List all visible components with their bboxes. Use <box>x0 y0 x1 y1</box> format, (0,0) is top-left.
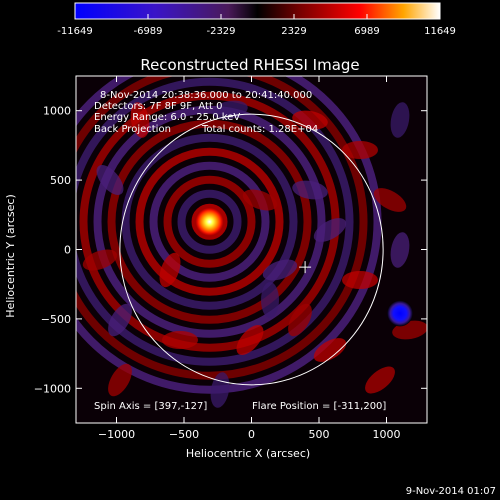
texture-blob <box>390 232 410 268</box>
y-tick-label: 0 <box>64 244 71 257</box>
colorbar-tick-label: 2329 <box>281 26 306 37</box>
x-tick-label: 500 <box>309 428 330 441</box>
texture-blob <box>210 372 230 408</box>
texture-blob <box>162 331 198 349</box>
colorbar-tick-label: -2329 <box>206 26 235 37</box>
axes: −1000 −500 0 500 1000 −1000 −500 0 500 1000 <box>34 76 427 441</box>
plot-area: −1000 −500 0 500 1000 −1000 −500 0 500 1000 <box>34 75 428 441</box>
ripple-ring <box>93 105 326 338</box>
reconstructed-image <box>76 76 427 408</box>
solar-limb <box>119 113 384 386</box>
flare-source-positive <box>195 207 224 236</box>
annotation-counts: Total counts: 1.28E+04 <box>201 124 318 135</box>
texture-blob <box>236 325 264 355</box>
chart-title: Reconstructed RHESSI Image <box>140 56 359 74</box>
colorbar: -11649 -6989 -2329 2329 6989 11649 <box>57 2 456 37</box>
ripple-ring <box>135 147 284 296</box>
annotation-flare-position: Flare Position = [-311,200] <box>252 401 386 412</box>
colorbar-tick-label: 11649 <box>424 26 456 37</box>
colorbar-ticks: -11649 -6989 -2329 2329 6989 11649 <box>57 14 456 37</box>
texture-blob <box>342 141 378 159</box>
texture-blob <box>373 188 407 212</box>
texture-blob <box>313 218 347 242</box>
colorbar-tick-label: -6989 <box>133 26 162 37</box>
ripple-ring <box>107 119 312 324</box>
texture-blob <box>108 303 132 337</box>
texture-blob <box>96 165 124 195</box>
colorbar-gradient <box>74 2 441 20</box>
texture-blob <box>390 102 410 138</box>
ripple-ring <box>76 76 368 380</box>
texture-blob <box>365 366 395 394</box>
ripple-ring <box>76 76 382 394</box>
y-tick-label: −500 <box>41 313 71 326</box>
annotation-method: Back Projection <box>94 124 171 135</box>
y-tick-label: 1000 <box>43 105 71 118</box>
x-axis-label: Heliocentric X (arcsec) <box>186 447 310 460</box>
texture-blob <box>130 102 150 138</box>
x-tick-label: 1000 <box>373 428 401 441</box>
annotation-detectors: Detectors: 7F 8F 9F, Att 0 <box>94 101 222 112</box>
ripple-ring <box>163 175 256 268</box>
texture-blob <box>292 180 328 200</box>
texture-blob <box>82 249 118 271</box>
x-tick-label: 0 <box>248 428 255 441</box>
texture-blob <box>108 363 132 397</box>
annotation-time-range: 8-Nov-2014 20:38:36.000 to 20:41:40.000 <box>100 90 312 101</box>
ripple-ring <box>149 161 270 282</box>
ripple-ring <box>76 77 354 366</box>
texture-blob <box>261 282 279 318</box>
ripple-ring <box>121 133 298 310</box>
y-tick-label: −1000 <box>34 382 71 395</box>
ripple-ring <box>177 189 242 254</box>
x-tick-label: −500 <box>169 428 199 441</box>
texture-blob <box>292 110 328 130</box>
texture-blob <box>288 303 312 337</box>
timestamp: 9-Nov-2014 01:07 <box>406 486 496 497</box>
texture-blob <box>242 189 278 211</box>
texture-blob <box>313 338 347 362</box>
colorbar-tick-label: -11649 <box>57 26 92 37</box>
texture-blob <box>262 259 298 281</box>
annotation-spin-axis: Spin Axis = [397,-127] <box>94 401 207 412</box>
texture-blob <box>342 271 378 289</box>
y-tick-label: 500 <box>50 174 71 187</box>
source-negative <box>387 300 413 327</box>
y-axis-label: Heliocentric Y (arcsec) <box>4 194 17 318</box>
texture-blob <box>159 252 181 288</box>
x-tick-label: −1000 <box>98 428 135 441</box>
colorbar-tick-label: 6989 <box>354 26 379 37</box>
annotation-energy: Energy Range: 6.0 - 25.0 keV <box>94 112 240 123</box>
